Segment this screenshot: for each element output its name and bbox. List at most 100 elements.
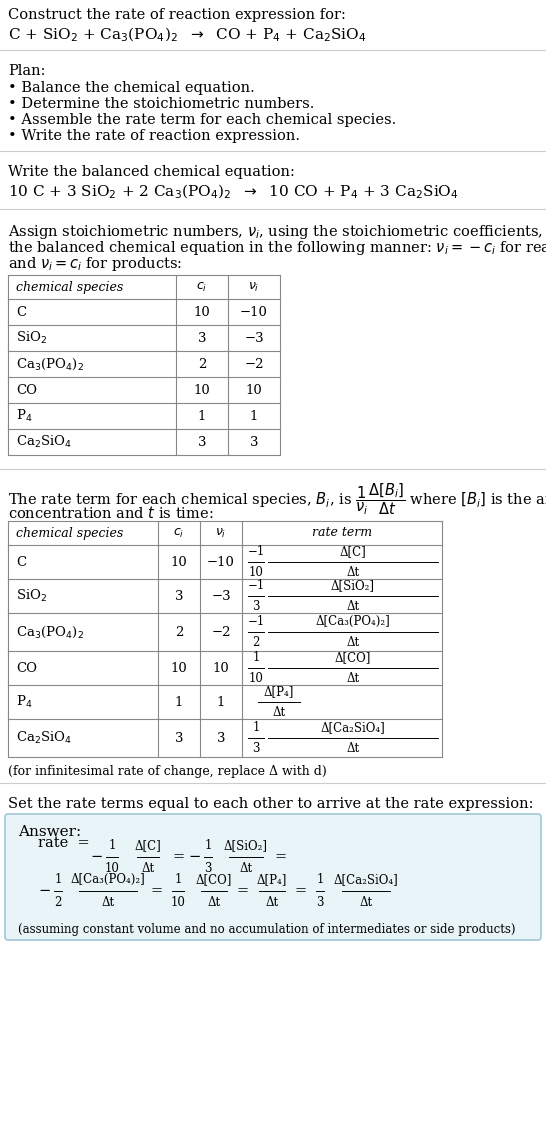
Text: 10: 10	[170, 661, 187, 675]
Text: 1: 1	[54, 872, 62, 886]
Text: Δ[SiO₂]: Δ[SiO₂]	[331, 579, 375, 592]
Text: 3: 3	[175, 732, 183, 744]
Text: C + SiO$_2$ + Ca$_3$(PO$_4$)$_2$  $\rightarrow$  CO + P$_4$ + Ca$_2$SiO$_4$: C + SiO$_2$ + Ca$_3$(PO$_4$)$_2$ $\right…	[8, 26, 366, 44]
Text: Plan:: Plan:	[8, 64, 45, 78]
Text: SiO$_2$: SiO$_2$	[16, 329, 47, 346]
Text: $\nu_i$: $\nu_i$	[215, 526, 227, 540]
Text: Δ[C]: Δ[C]	[340, 545, 366, 558]
Text: −1: −1	[247, 615, 265, 628]
Text: P$_4$: P$_4$	[16, 408, 32, 424]
Text: Ca$_3$(PO$_4$)$_2$: Ca$_3$(PO$_4$)$_2$	[16, 625, 84, 640]
Text: Δt: Δt	[359, 896, 372, 909]
Text: −10: −10	[207, 556, 235, 568]
Text: Δ[Ca₂SiO₄]: Δ[Ca₂SiO₄]	[321, 721, 385, 734]
Text: −: −	[38, 884, 50, 897]
Text: 1: 1	[316, 872, 324, 886]
Text: • Balance the chemical equation.: • Balance the chemical equation.	[8, 81, 255, 95]
Text: P$_4$: P$_4$	[16, 694, 32, 710]
Text: =: =	[172, 850, 184, 864]
Text: The rate term for each chemical species, $B_i$, is $\dfrac{1}{\nu_i}\dfrac{\Delt: The rate term for each chemical species,…	[8, 481, 546, 517]
Text: (assuming constant volume and no accumulation of intermediates or side products): (assuming constant volume and no accumul…	[18, 922, 515, 936]
Text: $c_i$: $c_i$	[197, 281, 207, 293]
Text: CO: CO	[16, 661, 37, 675]
Text: Δt: Δt	[347, 636, 360, 649]
Text: Ca$_2$SiO$_4$: Ca$_2$SiO$_4$	[16, 730, 72, 746]
Text: Δ[CO]: Δ[CO]	[196, 872, 232, 886]
Text: 1: 1	[252, 651, 260, 665]
Text: Δt: Δt	[265, 896, 278, 909]
Text: Δt: Δt	[207, 896, 221, 909]
Text: chemical species: chemical species	[16, 526, 123, 540]
Text: 10: 10	[194, 306, 210, 318]
Text: 2: 2	[198, 358, 206, 370]
Text: =: =	[274, 850, 286, 864]
Text: 3: 3	[198, 332, 206, 344]
Text: the balanced chemical equation in the following manner: $\nu_i = -c_i$ for react: the balanced chemical equation in the fo…	[8, 239, 546, 257]
Text: 10: 10	[212, 661, 229, 675]
Text: Δ[Ca₃(PO₄)₂]: Δ[Ca₃(PO₄)₂]	[70, 872, 145, 886]
Text: $\nu_i$: $\nu_i$	[248, 281, 260, 293]
Text: −2: −2	[244, 358, 264, 370]
Text: 2: 2	[54, 896, 62, 909]
Text: 10: 10	[248, 673, 263, 685]
Text: −2: −2	[211, 626, 231, 638]
Text: 1: 1	[250, 409, 258, 423]
Text: =: =	[236, 884, 248, 897]
Text: 2: 2	[175, 626, 183, 638]
Text: 10: 10	[246, 384, 263, 396]
Text: 3: 3	[204, 862, 212, 875]
Text: 3: 3	[252, 742, 260, 755]
Text: Δt: Δt	[141, 862, 155, 875]
Text: −1: −1	[247, 545, 265, 558]
Text: 3: 3	[316, 896, 324, 909]
Text: chemical species: chemical species	[16, 281, 123, 293]
Text: 1: 1	[174, 872, 182, 886]
Text: 1: 1	[108, 840, 116, 852]
Text: • Write the rate of reaction expression.: • Write the rate of reaction expression.	[8, 130, 300, 143]
Text: rate  =: rate =	[38, 836, 90, 850]
Text: 2: 2	[252, 636, 260, 649]
Text: Assign stoichiometric numbers, $\nu_i$, using the stoichiometric coefficients, $: Assign stoichiometric numbers, $\nu_i$, …	[8, 223, 546, 241]
Text: Ca$_2$SiO$_4$: Ca$_2$SiO$_4$	[16, 434, 72, 450]
Text: Construct the rate of reaction expression for:: Construct the rate of reaction expressio…	[8, 8, 346, 22]
Text: Δt: Δt	[240, 862, 253, 875]
Text: 3: 3	[217, 732, 225, 744]
Text: Δ[P₄]: Δ[P₄]	[257, 872, 287, 886]
Text: concentration and $t$ is time:: concentration and $t$ is time:	[8, 506, 213, 521]
Text: • Determine the stoichiometric numbers.: • Determine the stoichiometric numbers.	[8, 97, 314, 111]
Text: Δt: Δt	[347, 742, 360, 755]
Text: −: −	[188, 850, 200, 864]
Text: Δ[SiO₂]: Δ[SiO₂]	[224, 840, 268, 852]
Text: Ca$_3$(PO$_4$)$_2$: Ca$_3$(PO$_4$)$_2$	[16, 357, 84, 371]
Text: C: C	[16, 556, 26, 568]
Text: −10: −10	[240, 306, 268, 318]
Text: Δ[C]: Δ[C]	[135, 840, 162, 852]
Text: 10: 10	[105, 862, 120, 875]
Text: 1: 1	[198, 409, 206, 423]
Text: Write the balanced chemical equation:: Write the balanced chemical equation:	[8, 165, 295, 179]
Text: $c_i$: $c_i$	[174, 526, 185, 540]
Text: 1: 1	[217, 695, 225, 709]
Text: −3: −3	[244, 332, 264, 344]
Text: 3: 3	[252, 600, 260, 613]
Text: Δ[Ca₂SiO₄]: Δ[Ca₂SiO₄]	[334, 872, 399, 886]
Text: 1: 1	[252, 721, 260, 734]
Text: SiO$_2$: SiO$_2$	[16, 588, 47, 604]
Text: Δ[CO]: Δ[CO]	[335, 651, 371, 665]
Text: −3: −3	[211, 590, 231, 602]
Text: Δ[Ca₃(PO₄)₂]: Δ[Ca₃(PO₄)₂]	[316, 615, 390, 628]
Text: Δt: Δt	[102, 896, 115, 909]
Text: −1: −1	[247, 579, 265, 592]
Text: Δt: Δt	[347, 673, 360, 685]
Text: 10: 10	[248, 566, 263, 579]
Text: and $\nu_i = c_i$ for products:: and $\nu_i = c_i$ for products:	[8, 254, 182, 273]
Text: rate term: rate term	[312, 526, 372, 540]
Text: Δt: Δt	[272, 705, 286, 719]
Text: 10: 10	[170, 556, 187, 568]
Text: =: =	[150, 884, 162, 897]
Text: CO: CO	[16, 384, 37, 396]
Text: 10 C + 3 SiO$_2$ + 2 Ca$_3$(PO$_4$)$_2$  $\rightarrow$  10 CO + P$_4$ + 3 Ca$_2$: 10 C + 3 SiO$_2$ + 2 Ca$_3$(PO$_4$)$_2$ …	[8, 183, 459, 201]
Text: Δt: Δt	[347, 600, 360, 613]
Text: Set the rate terms equal to each other to arrive at the rate expression:: Set the rate terms equal to each other t…	[8, 797, 533, 811]
Text: 10: 10	[194, 384, 210, 396]
